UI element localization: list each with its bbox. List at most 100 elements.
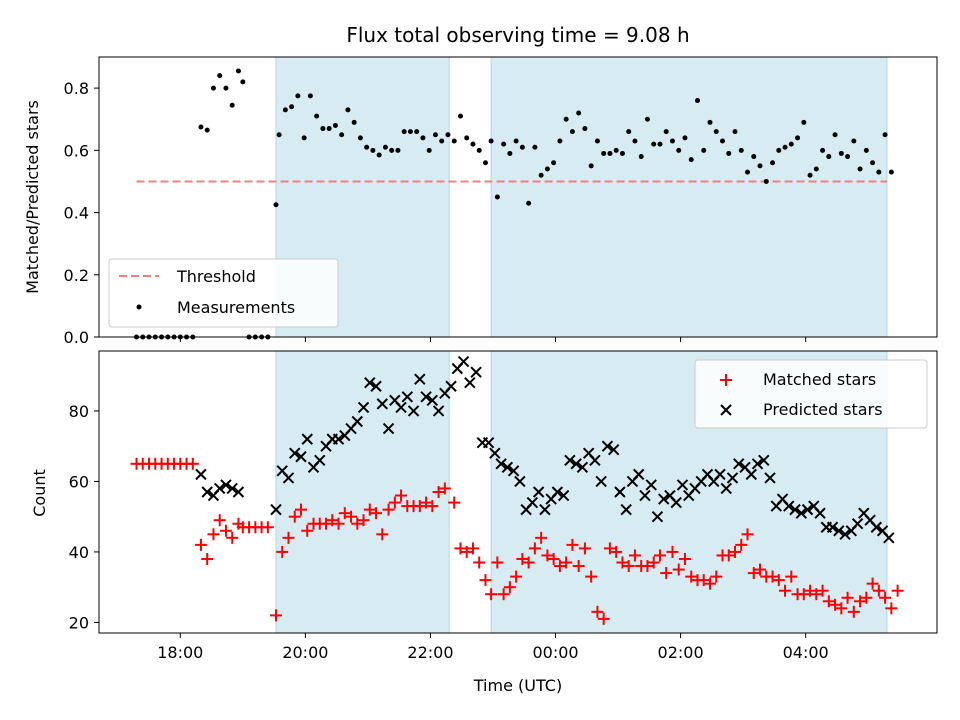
bot-y-tick-label-2: 60	[69, 472, 89, 491]
matched-point-37	[363, 503, 376, 516]
matched-point-116	[860, 591, 873, 604]
matched-point-92	[710, 570, 723, 583]
measurement-point-37	[364, 144, 370, 150]
measurement-point-119	[876, 169, 882, 175]
measurement-point-22	[273, 202, 279, 208]
predicted-point-20	[351, 415, 363, 428]
matched-point-98	[747, 567, 760, 580]
measurement-point-45	[414, 129, 420, 135]
measurement-point-30	[320, 126, 326, 132]
measurement-point-98	[745, 169, 751, 175]
matched-point-58	[497, 588, 510, 601]
matched-point-69	[566, 538, 579, 551]
measurement-point-61	[513, 138, 519, 144]
matched-point-22	[269, 609, 282, 622]
matched-point-40	[382, 503, 395, 516]
predicted-point-11	[295, 451, 307, 463]
legend-predicted-swatch	[720, 404, 732, 416]
matched-point-24	[282, 531, 295, 544]
legend-matched-label: Matched stars	[763, 370, 876, 389]
matched-point-45	[413, 500, 426, 513]
measurement-point-110	[820, 147, 826, 153]
matched-point-54	[473, 556, 486, 569]
predicted-point-1	[201, 486, 213, 498]
measurement-point-77	[613, 147, 619, 153]
matched-point-112	[835, 602, 848, 615]
top-legend-box	[108, 258, 339, 328]
top-y-axis-label: Matched/Predicted stars	[23, 100, 42, 294]
predicted-point-89	[783, 500, 795, 512]
matched-point-42	[395, 489, 408, 502]
measurement-point-80	[632, 138, 638, 144]
measurement-point-71	[576, 110, 582, 116]
measurement-point-95	[726, 150, 732, 156]
matched-point-102	[772, 574, 785, 587]
predicted-point-56	[576, 461, 589, 474]
measurement-point-99	[751, 154, 757, 160]
legend-predicted-label: Predicted stars	[763, 400, 883, 419]
measurement-point-35	[351, 119, 357, 125]
bot-x-tick-label-0: 18:00	[157, 643, 203, 662]
matched-point-46	[420, 496, 433, 509]
matched-point-25	[288, 510, 301, 523]
predicted-point-17	[332, 433, 345, 445]
matched-point-62	[522, 556, 535, 569]
matched-point-65	[541, 549, 554, 562]
matched-point-94	[722, 549, 735, 562]
measurement-point-117	[863, 147, 869, 153]
matched-point-14	[219, 524, 232, 537]
predicted-point-45	[507, 465, 520, 477]
matched-point-103	[779, 584, 792, 597]
matched-point-56	[485, 588, 498, 601]
matched-point-30	[320, 517, 333, 530]
predicted-point-33	[432, 405, 445, 417]
measurement-point-44	[407, 129, 413, 135]
predicted-point-66	[639, 489, 651, 502]
matched-point-50	[448, 496, 461, 509]
predicted-point-44	[501, 461, 514, 474]
matched-point-72	[585, 570, 598, 583]
predicted-point-27	[395, 401, 407, 414]
top-y-ticks: 0.0 0.2 0.4 0.6 0.8	[64, 79, 99, 347]
measurement-point-29	[314, 113, 320, 119]
matched-point-114	[847, 605, 860, 618]
matched-point-77	[616, 556, 629, 569]
measurement-point-88	[682, 135, 688, 141]
predicted-point-31	[420, 391, 432, 403]
predicted-point-22	[364, 377, 376, 389]
measurement-point-65	[538, 172, 544, 178]
bottom-x-axis-label: Time (UTC)	[473, 676, 562, 695]
predicted-point-79	[720, 482, 732, 495]
measurement-point-79	[626, 129, 632, 135]
top-axes-frame	[98, 56, 938, 338]
predicted-point-98	[839, 528, 851, 541]
matched-point-78	[622, 560, 635, 573]
measurement-point-58	[494, 194, 500, 200]
measurement-point-106	[795, 135, 801, 141]
measurement-point-111	[826, 154, 832, 160]
matched-point-91	[703, 577, 716, 590]
legend-threshold-label: Threshold	[176, 267, 256, 286]
top-y-tick-label-4: 0.8	[64, 79, 89, 98]
predicted-point-81	[733, 458, 745, 470]
bot-y-tick-label-0: 20	[69, 613, 89, 632]
predicted-point-43	[495, 458, 507, 470]
predicted-point-21	[357, 401, 370, 414]
matched-point-70	[572, 560, 585, 573]
bottom-x-ticks: 18:00 20:00 22:00 00:00 02:00 04:00	[157, 633, 829, 662]
measurement-point-103	[776, 147, 782, 153]
predicted-point-49	[532, 486, 545, 498]
chart-title: Flux total observing time = 9.08 h	[346, 23, 689, 47]
predicted-point-6	[232, 486, 245, 498]
matched-point-9	[186, 457, 199, 470]
predicted-point-62	[614, 486, 626, 498]
predicted-point-39	[470, 366, 482, 378]
matched-point-86	[672, 563, 685, 576]
predicted-point-59	[595, 475, 607, 488]
measurement-point-69	[563, 116, 569, 122]
matched-point-32	[332, 517, 345, 530]
measurement-point-109	[813, 166, 819, 172]
measurement-point-73	[588, 163, 594, 169]
measurement-point-74	[594, 138, 600, 144]
matched-point-71	[578, 542, 591, 555]
